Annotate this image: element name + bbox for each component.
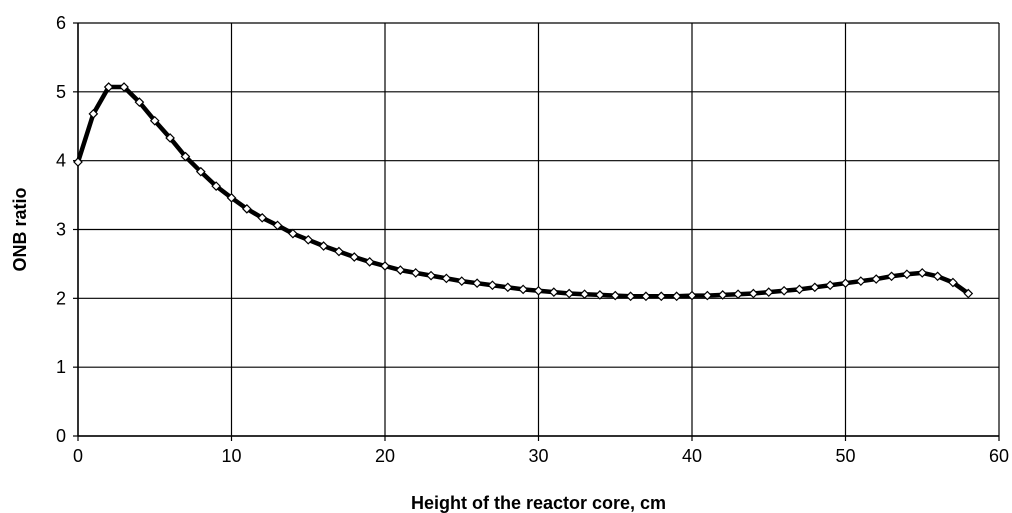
data-point-marker: [840, 278, 851, 289]
series-line: [75, 84, 971, 299]
data-point-marker: [625, 291, 636, 302]
data-point-marker: [456, 276, 467, 286]
x-tick-label: 40: [682, 446, 702, 466]
x-tick-label: 10: [221, 446, 241, 466]
data-point-marker: [73, 157, 83, 167]
series-layer: [73, 82, 974, 302]
y-tick-label: 5: [56, 82, 66, 102]
data-point-marker: [794, 284, 805, 295]
data-point-marker: [733, 289, 743, 300]
data-point-marker: [242, 204, 252, 214]
x-tick-label: 30: [528, 446, 548, 466]
x-tick-label: 20: [375, 446, 395, 466]
data-point-marker: [318, 241, 329, 251]
data-point-marker: [303, 234, 314, 245]
data-point-marker: [671, 291, 682, 302]
data-point-marker: [410, 268, 421, 278]
data-point-marker: [763, 287, 774, 297]
data-point-marker: [518, 284, 528, 295]
data-point-marker: [395, 265, 406, 275]
y-tick-label: 6: [56, 13, 66, 33]
data-point-marker: [595, 290, 605, 300]
data-point-marker: [134, 97, 145, 108]
data-point-marker: [226, 192, 237, 203]
data-point-marker: [533, 285, 544, 296]
tick-labels: 0 10 20 30 40 50 60 0 1 2 3 4 5 6: [56, 13, 1009, 466]
x-axis-title: Height of the reactor core, cm: [411, 493, 666, 513]
y-tick-label: 2: [56, 288, 66, 308]
data-point-marker: [211, 181, 221, 191]
y-tick-label: 0: [56, 426, 66, 446]
y-axis-title: ONB ratio: [10, 187, 30, 271]
grid: [77, 22, 1000, 437]
data-point-marker: [856, 276, 866, 286]
data-point-marker: [257, 212, 268, 223]
y-tick-label: 4: [56, 151, 66, 171]
data-point-marker: [610, 290, 621, 301]
data-point-marker: [579, 289, 590, 300]
data-point-marker: [149, 115, 160, 126]
data-point-marker: [963, 288, 974, 299]
data-point-marker: [564, 288, 575, 299]
data-point-marker: [103, 82, 114, 92]
data-point-marker: [825, 280, 835, 291]
y-tick-label: 3: [56, 220, 66, 240]
data-point-marker: [549, 287, 559, 297]
data-point-marker: [119, 82, 129, 92]
data-point-marker: [165, 133, 175, 143]
data-point-marker: [441, 273, 452, 284]
data-point-marker: [809, 282, 820, 293]
data-point-marker: [687, 290, 697, 301]
data-point-marker: [195, 166, 206, 177]
data-point-marker: [288, 228, 298, 239]
data-point-marker: [272, 220, 283, 231]
data-point-marker: [702, 290, 713, 301]
data-point-marker: [902, 269, 912, 280]
axes: [73, 22, 1000, 441]
data-point-marker: [502, 282, 513, 293]
y-tick-label: 1: [56, 357, 66, 377]
data-point-marker: [641, 291, 651, 302]
data-point-marker: [180, 151, 191, 162]
data-point-marker: [364, 257, 375, 267]
x-tick-label: 60: [989, 446, 1009, 466]
data-point-marker: [349, 252, 360, 262]
data-point-marker: [886, 271, 897, 282]
data-point-marker: [334, 246, 344, 257]
data-point-marker: [917, 268, 928, 278]
data-point-marker: [380, 261, 390, 271]
data-point-marker: [426, 270, 436, 281]
data-point-marker: [871, 274, 882, 284]
data-point-marker: [656, 291, 667, 302]
x-tick-label: 0: [73, 446, 83, 466]
data-point-marker: [88, 109, 99, 119]
x-tick-label: 50: [835, 446, 855, 466]
data-point-marker: [932, 271, 943, 282]
data-point-marker: [717, 290, 728, 300]
data-point-marker: [779, 285, 789, 296]
data-point-marker: [487, 280, 498, 291]
data-point-marker: [948, 277, 958, 288]
data-point-marker: [472, 278, 482, 289]
data-point-marker: [748, 288, 759, 299]
